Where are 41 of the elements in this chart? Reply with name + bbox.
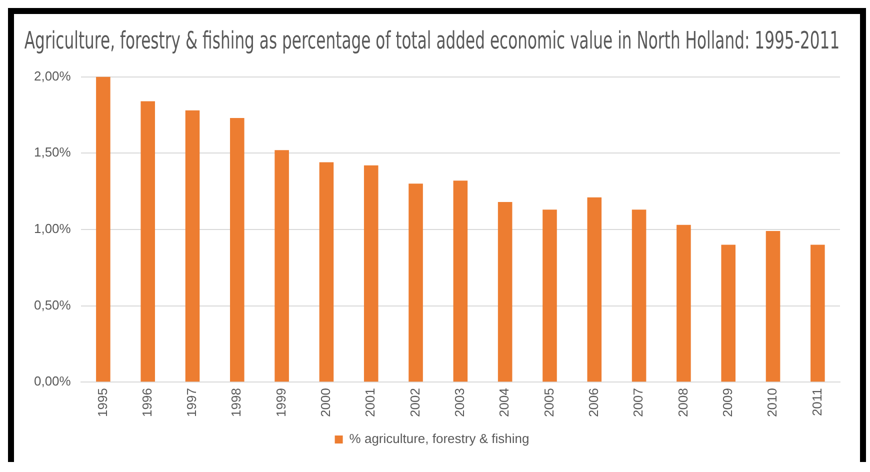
x-tick-label: 1999 <box>273 388 288 417</box>
bar <box>498 202 512 382</box>
bar <box>587 197 602 382</box>
bar <box>810 244 825 382</box>
bar <box>453 180 468 382</box>
x-tick-label: 1995 <box>94 388 110 417</box>
bar <box>319 162 334 382</box>
x-tick-label: 2010 <box>764 388 780 417</box>
bar <box>408 184 423 382</box>
bar <box>96 76 110 382</box>
bar <box>632 210 646 382</box>
x-tick-label: 2006 <box>586 388 601 417</box>
bar <box>364 165 378 382</box>
bar <box>676 224 691 382</box>
x-tick-label: 2003 <box>452 388 468 417</box>
legend-label: % agriculture, forestry & fishing <box>349 431 530 446</box>
x-tick-label: 2008 <box>675 388 690 417</box>
x-tick-label: 2005 <box>541 388 556 417</box>
y-tick-label: 1,00% <box>34 221 72 236</box>
x-tick-label: 1998 <box>228 388 244 417</box>
bar <box>766 230 780 382</box>
x-tick-label: 2009 <box>720 388 735 417</box>
x-tick-label: 2000 <box>318 388 334 417</box>
bar <box>140 101 155 382</box>
bar <box>274 150 289 382</box>
x-tick-label: 2001 <box>362 388 378 417</box>
x-tick-label: 2011 <box>809 388 824 416</box>
x-tick-label: 1996 <box>139 388 154 417</box>
bar <box>721 244 736 382</box>
y-tick-label: 0,50% <box>34 297 72 312</box>
bar <box>230 118 244 382</box>
x-tick-label: 2007 <box>630 388 646 417</box>
y-tick-label: 2,00% <box>34 68 72 84</box>
y-tick-label: 1,50% <box>34 144 72 160</box>
chart-title: Agriculture, forestry & fishing as percentage of total added economic value in North Holland: 1995-2011 <box>24 26 840 55</box>
x-tick-label: 2002 <box>407 388 422 417</box>
bar <box>542 210 557 382</box>
x-tick-label: 2004 <box>496 388 512 417</box>
y-tick-label: 0,00% <box>34 374 72 389</box>
x-tick-label: 1997 <box>184 388 200 417</box>
bar <box>185 110 200 382</box>
